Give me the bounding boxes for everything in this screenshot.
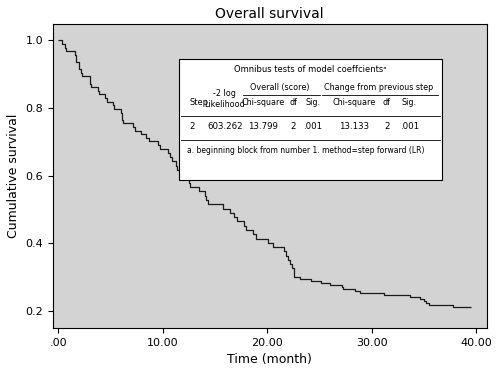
Text: 13.133: 13.133 bbox=[339, 122, 369, 131]
Text: 13.799: 13.799 bbox=[248, 122, 278, 131]
Text: Chi-square: Chi-square bbox=[332, 98, 376, 107]
Text: a. beginning block from number 1. method=step forward (LR): a. beginning block from number 1. method… bbox=[186, 146, 424, 155]
Title: Overall survival: Overall survival bbox=[216, 7, 324, 21]
Text: Sig.: Sig. bbox=[306, 98, 320, 107]
X-axis label: Time (month): Time (month) bbox=[228, 353, 312, 366]
Text: Sig.: Sig. bbox=[402, 98, 417, 107]
Text: Omnibus tests of model coeffcientsᵃ: Omnibus tests of model coeffcientsᵃ bbox=[234, 65, 387, 74]
Text: 2: 2 bbox=[290, 122, 296, 131]
Text: 2: 2 bbox=[384, 122, 390, 131]
Y-axis label: Cumulative survival: Cumulative survival bbox=[7, 113, 20, 238]
Text: Chi-square: Chi-square bbox=[242, 98, 284, 107]
Text: .001: .001 bbox=[400, 122, 419, 131]
Text: -2 log
Likelihood: -2 log Likelihood bbox=[204, 89, 245, 109]
Text: df: df bbox=[290, 98, 298, 107]
Text: Step: Step bbox=[190, 98, 208, 107]
Text: 603.262: 603.262 bbox=[207, 122, 242, 131]
Text: Change from previous step: Change from previous step bbox=[324, 83, 434, 92]
Text: df: df bbox=[383, 98, 391, 107]
Text: Overall (score): Overall (score) bbox=[250, 83, 310, 92]
Text: 2: 2 bbox=[190, 122, 195, 131]
Text: .001: .001 bbox=[304, 122, 322, 131]
